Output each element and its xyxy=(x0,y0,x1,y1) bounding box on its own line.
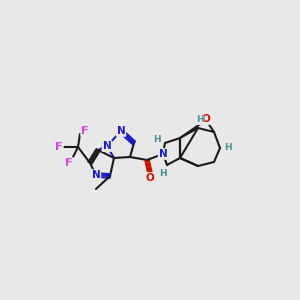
Text: F: F xyxy=(55,142,63,152)
Text: H: H xyxy=(196,116,204,124)
Text: N: N xyxy=(159,149,167,159)
Text: N: N xyxy=(117,126,125,136)
Text: O: O xyxy=(146,173,154,183)
Text: H: H xyxy=(224,143,232,152)
Text: F: F xyxy=(81,126,89,136)
Text: F: F xyxy=(65,158,73,168)
Text: N: N xyxy=(103,141,111,151)
Text: N: N xyxy=(92,170,100,180)
Text: H: H xyxy=(159,169,167,178)
Text: H: H xyxy=(153,136,161,145)
Text: O: O xyxy=(202,114,210,124)
